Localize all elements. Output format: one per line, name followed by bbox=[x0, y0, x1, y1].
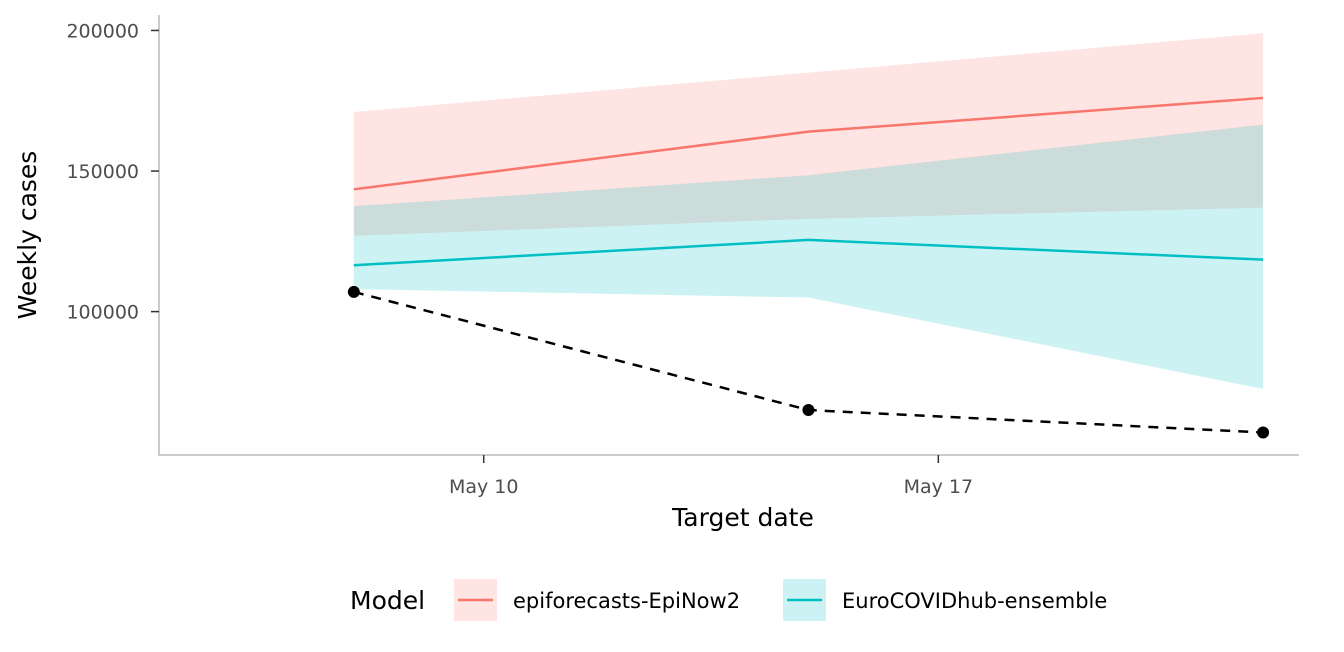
observed-point bbox=[347, 285, 360, 298]
band-0 bbox=[353, 33, 1264, 236]
observed-point bbox=[802, 404, 815, 417]
x-tick-label: May 10 bbox=[449, 476, 519, 498]
median-line-1 bbox=[353, 238, 1264, 267]
y-tick-label: 100000 bbox=[66, 302, 139, 324]
axes bbox=[158, 15, 1299, 456]
observed-point bbox=[1257, 426, 1270, 439]
band-1 bbox=[353, 124, 1264, 389]
y-tick-label: 200000 bbox=[66, 20, 139, 42]
median-lines bbox=[353, 96, 1264, 267]
legend-item-ensemble: EuroCOVIDhub-ensemble bbox=[783, 579, 1107, 621]
legend: Model epiforecasts-EpiNow2 EuroCOVIDhub-… bbox=[350, 579, 1107, 621]
legend-title: Model bbox=[350, 586, 425, 615]
legend-item-epinow2: epiforecasts-EpiNow2 bbox=[454, 579, 740, 621]
y-axis-title: Weekly cases bbox=[13, 151, 42, 320]
x-tick-label: May 17 bbox=[904, 476, 974, 498]
observed-data bbox=[347, 285, 1270, 439]
x-axis-title: Target date bbox=[671, 503, 814, 532]
y-ticks: 100000 150000 200000 bbox=[66, 20, 159, 324]
legend-label-epinow2: epiforecasts-EpiNow2 bbox=[513, 589, 740, 613]
x-ticks: May 10 May 17 bbox=[449, 455, 973, 498]
prediction-intervals bbox=[353, 33, 1264, 389]
median-line-0 bbox=[353, 96, 1264, 191]
y-tick-label: 150000 bbox=[66, 161, 139, 183]
legend-label-ensemble: EuroCOVIDhub-ensemble bbox=[842, 589, 1107, 613]
